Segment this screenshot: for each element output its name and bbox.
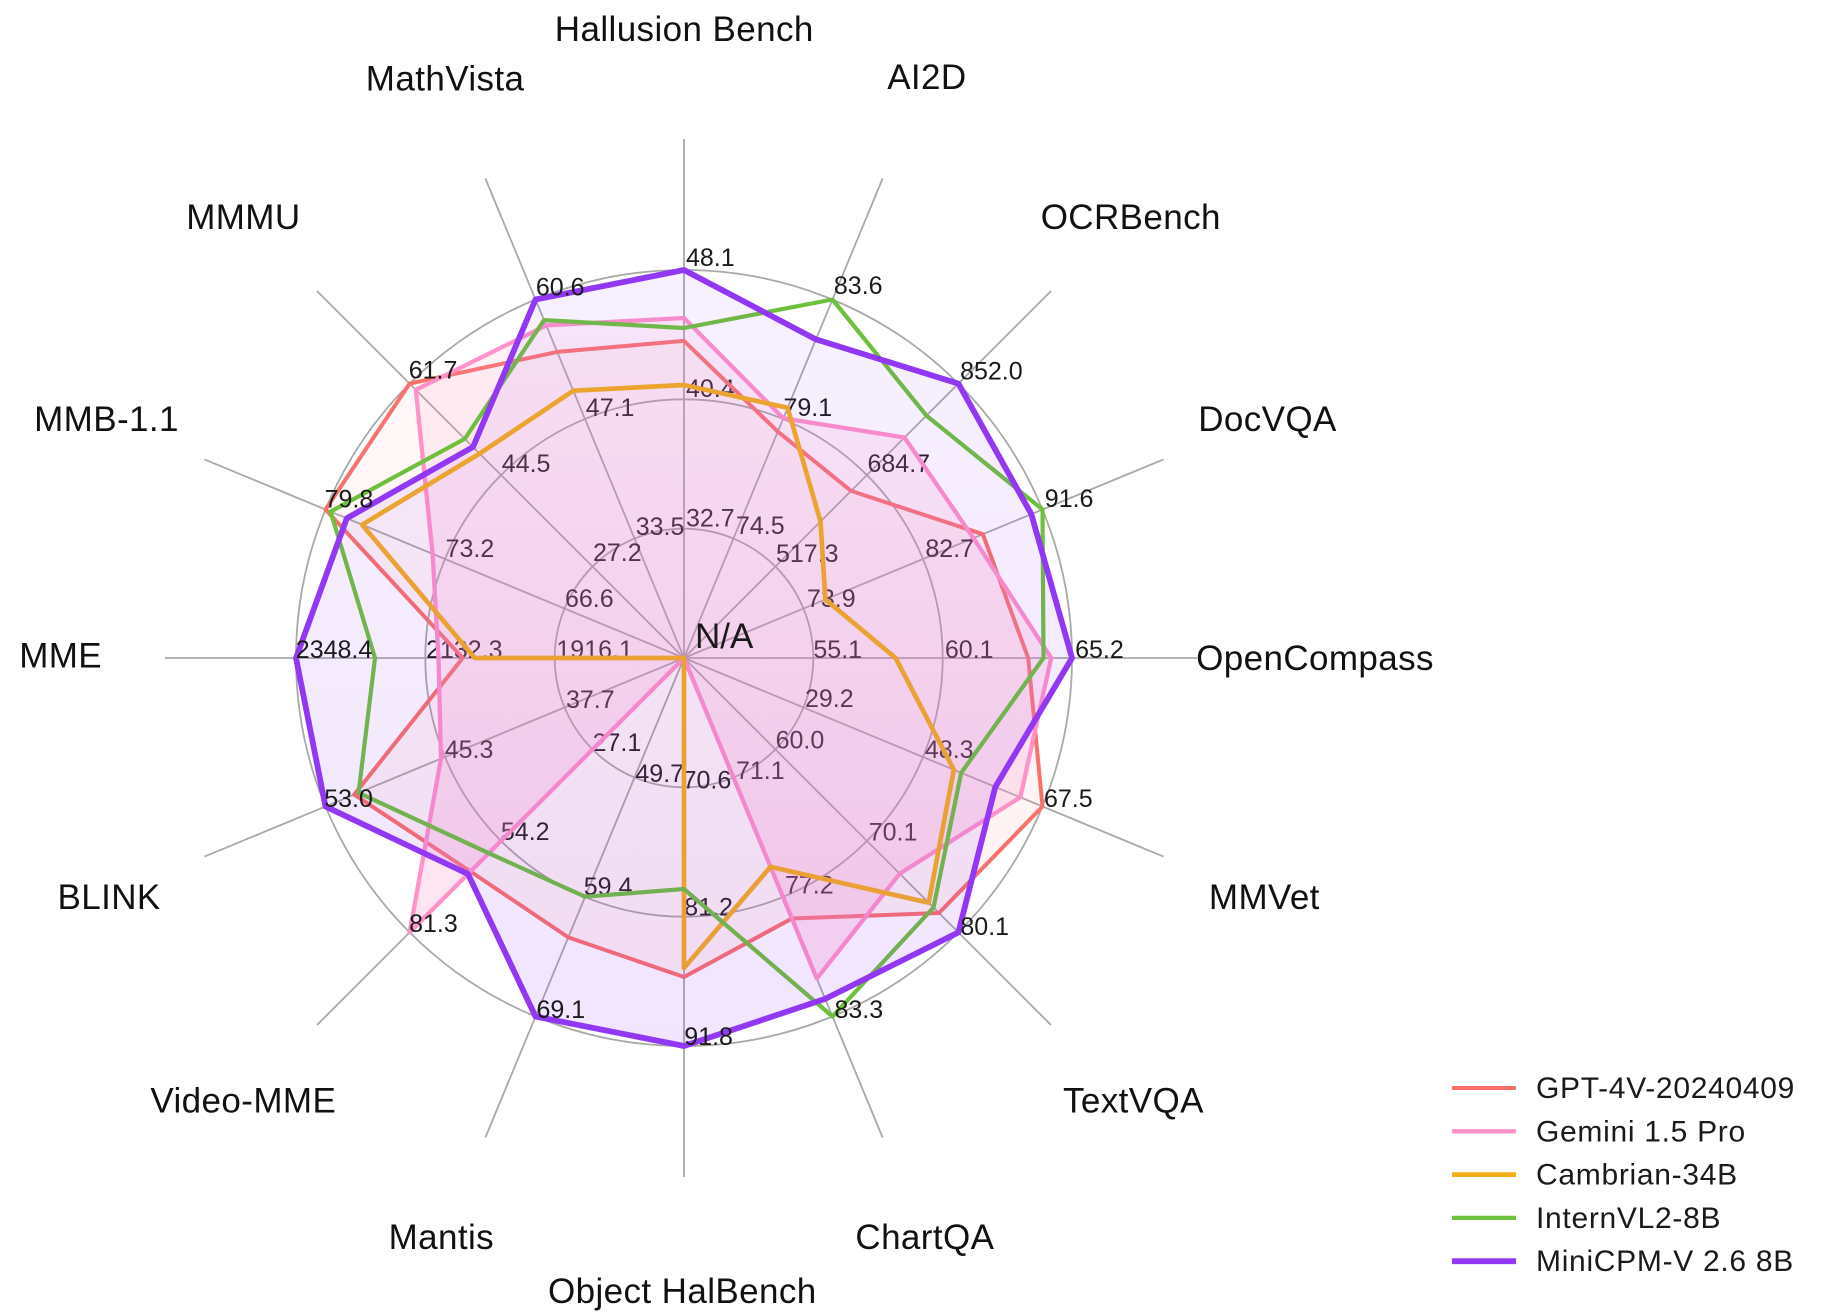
svg-text:AI2D: AI2D [887,58,966,97]
svg-text:Cambrian-34B: Cambrian-34B [1536,1159,1738,1192]
svg-text:67.5: 67.5 [1044,785,1093,813]
svg-text:60.6: 60.6 [536,274,585,302]
svg-text:83.3: 83.3 [835,996,884,1024]
svg-text:61.7: 61.7 [409,356,458,384]
svg-text:53.0: 53.0 [324,785,373,813]
svg-text:Video-MME: Video-MME [150,1081,336,1120]
svg-text:91.6: 91.6 [1045,485,1094,513]
svg-text:MMVet: MMVet [1209,878,1320,917]
svg-text:OpenCompass: OpenCompass [1196,639,1434,678]
svg-text:ChartQA: ChartQA [855,1218,994,1257]
svg-text:852.0: 852.0 [960,358,1023,386]
svg-text:TextVQA: TextVQA [1063,1081,1204,1120]
svg-text:80.1: 80.1 [960,913,1009,941]
svg-text:2348.4: 2348.4 [296,636,373,664]
svg-text:DocVQA: DocVQA [1198,400,1337,439]
svg-text:81.3: 81.3 [409,910,458,938]
svg-text:OCRBench: OCRBench [1041,198,1221,237]
svg-text:48.1: 48.1 [686,244,735,272]
svg-text:Object HalBench: Object HalBench [548,1272,817,1311]
svg-text:GPT-4V-20240409: GPT-4V-20240409 [1536,1072,1795,1105]
svg-text:MMB-1.1: MMB-1.1 [34,400,179,439]
svg-text:69.1: 69.1 [537,996,586,1024]
svg-text:N/A: N/A [695,617,754,656]
svg-text:MME: MME [19,637,102,676]
svg-text:Hallusion Bench: Hallusion Bench [555,10,814,49]
svg-text:83.6: 83.6 [834,272,883,300]
svg-text:MiniCPM-V 2.6 8B: MiniCPM-V 2.6 8B [1536,1245,1794,1278]
svg-text:MathVista: MathVista [366,60,525,99]
svg-text:Gemini 1.5 Pro: Gemini 1.5 Pro [1536,1115,1746,1148]
svg-text:65.2: 65.2 [1075,636,1124,664]
svg-text:MMMU: MMMU [186,198,300,237]
svg-text:Mantis: Mantis [389,1218,495,1257]
svg-text:BLINK: BLINK [58,878,161,917]
svg-text:91.8: 91.8 [684,1023,733,1051]
svg-text:InternVL2-8B: InternVL2-8B [1536,1202,1721,1235]
svg-text:79.8: 79.8 [325,486,374,514]
